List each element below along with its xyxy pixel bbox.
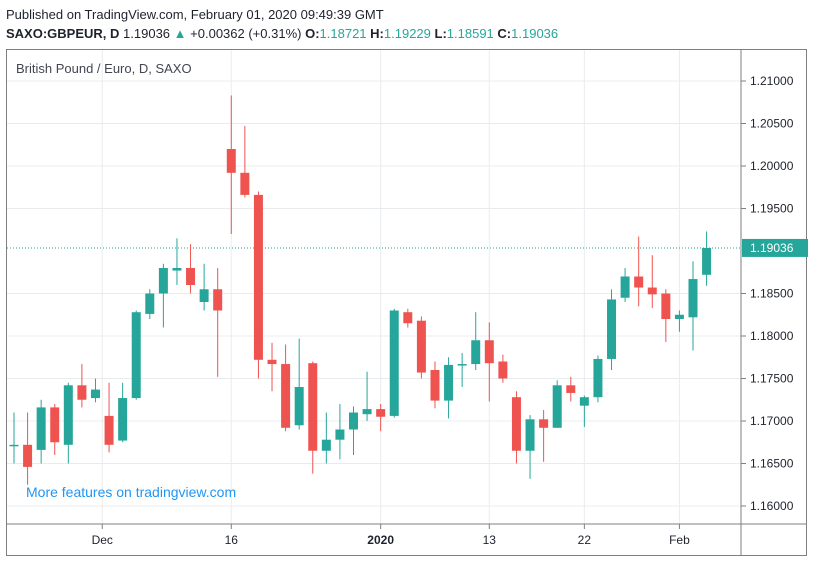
candle-body — [525, 419, 535, 451]
candle-body — [389, 310, 399, 416]
candle-body — [647, 287, 657, 295]
candle-body — [240, 172, 250, 195]
y-tick-label: 1.16000 — [750, 499, 794, 513]
x-tick-label: 13 — [483, 533, 497, 547]
symbol-name: SAXO:GBPEUR, D — [6, 26, 120, 41]
y-tick-label: 1.18500 — [750, 287, 794, 301]
candle-body — [253, 194, 263, 360]
candle-body — [620, 276, 630, 298]
publication-info: Published on TradingView.com, February 0… — [6, 7, 384, 22]
y-tick-label: 1.19500 — [750, 202, 794, 216]
candle-body — [172, 268, 182, 271]
candle-body — [50, 407, 60, 443]
y-tick-label: 1.21000 — [750, 74, 794, 88]
x-tick-label: 2020 — [367, 533, 394, 547]
last-price-label-bg — [742, 238, 808, 257]
y-tick-label: 1.20000 — [750, 159, 794, 173]
candle-body — [688, 279, 698, 318]
candle-body — [226, 149, 236, 173]
candle-body — [403, 312, 413, 324]
candle-body — [23, 444, 33, 467]
candle-body — [552, 385, 562, 428]
last-price: 1.19036 — [123, 26, 171, 41]
chart-frame — [6, 49, 807, 556]
candle-body — [579, 397, 589, 406]
candle-body — [349, 412, 358, 430]
chart-title: British Pound / Euro, D, SAXO — [16, 61, 192, 76]
candle-body — [90, 389, 100, 399]
candle-body — [281, 364, 291, 428]
x-tick-label: 22 — [578, 533, 592, 547]
x-tick-label: 16 — [225, 533, 239, 547]
price-change: +0.00362 (+0.31%) — [190, 26, 302, 41]
candle-body — [145, 293, 155, 314]
candle-body — [607, 299, 617, 359]
candle-body — [498, 361, 508, 379]
x-tick-label: Feb — [669, 533, 690, 547]
candle-body — [186, 268, 196, 285]
candle-body — [321, 439, 331, 451]
candle-body — [661, 293, 671, 319]
candle-body — [376, 409, 386, 417]
candle-body — [77, 385, 87, 400]
high-value: 1.19229 — [383, 26, 431, 41]
close-value: 1.19036 — [511, 26, 559, 41]
low-value: 1.18591 — [446, 26, 494, 41]
candle-body — [566, 385, 576, 393]
candle-body — [36, 407, 46, 450]
candle-body — [702, 247, 712, 275]
y-tick-label: 1.18000 — [750, 329, 794, 343]
candle-body — [457, 364, 467, 366]
candle-body — [294, 387, 304, 426]
x-tick-label: Dec — [92, 533, 113, 547]
candle-body — [308, 363, 318, 451]
candle-body — [593, 358, 603, 398]
candle-body — [416, 320, 426, 373]
y-tick-label: 1.17000 — [750, 414, 794, 428]
high-label: H: — [370, 26, 384, 41]
y-tick-label: 1.16500 — [750, 457, 794, 471]
candle-body — [213, 289, 223, 311]
up-arrow-icon: ▲ — [173, 26, 187, 41]
candle-body — [63, 385, 73, 445]
candle-body — [362, 409, 372, 415]
open-label: O: — [305, 26, 320, 41]
candle-body — [674, 314, 684, 319]
candle-body — [471, 340, 481, 365]
promo-link[interactable]: More features on tradingview.com — [26, 484, 237, 500]
candle-body — [9, 444, 19, 447]
symbol-header: SAXO:GBPEUR, D 1.19036 ▲ +0.00362 (+0.31… — [6, 26, 558, 41]
low-label: L: — [434, 26, 447, 41]
candle-body — [158, 268, 168, 294]
y-tick-label: 1.20500 — [750, 117, 794, 131]
candle-body — [199, 289, 209, 302]
candle-body — [430, 370, 440, 401]
y-tick-label: 1.17500 — [750, 372, 794, 386]
candle-body — [118, 398, 128, 441]
candle-body — [634, 276, 644, 288]
candle-body — [104, 415, 114, 445]
candle-body — [444, 364, 454, 401]
candle-body — [511, 397, 521, 451]
candle-body — [484, 340, 494, 364]
last-price-axis-label: 1.19036 — [750, 241, 794, 255]
candle-body — [335, 429, 345, 440]
candle-body — [131, 312, 141, 399]
candle-body — [539, 419, 549, 428]
close-label: C: — [497, 26, 512, 41]
open-value: 1.18721 — [319, 26, 367, 41]
candle-body — [267, 359, 277, 365]
